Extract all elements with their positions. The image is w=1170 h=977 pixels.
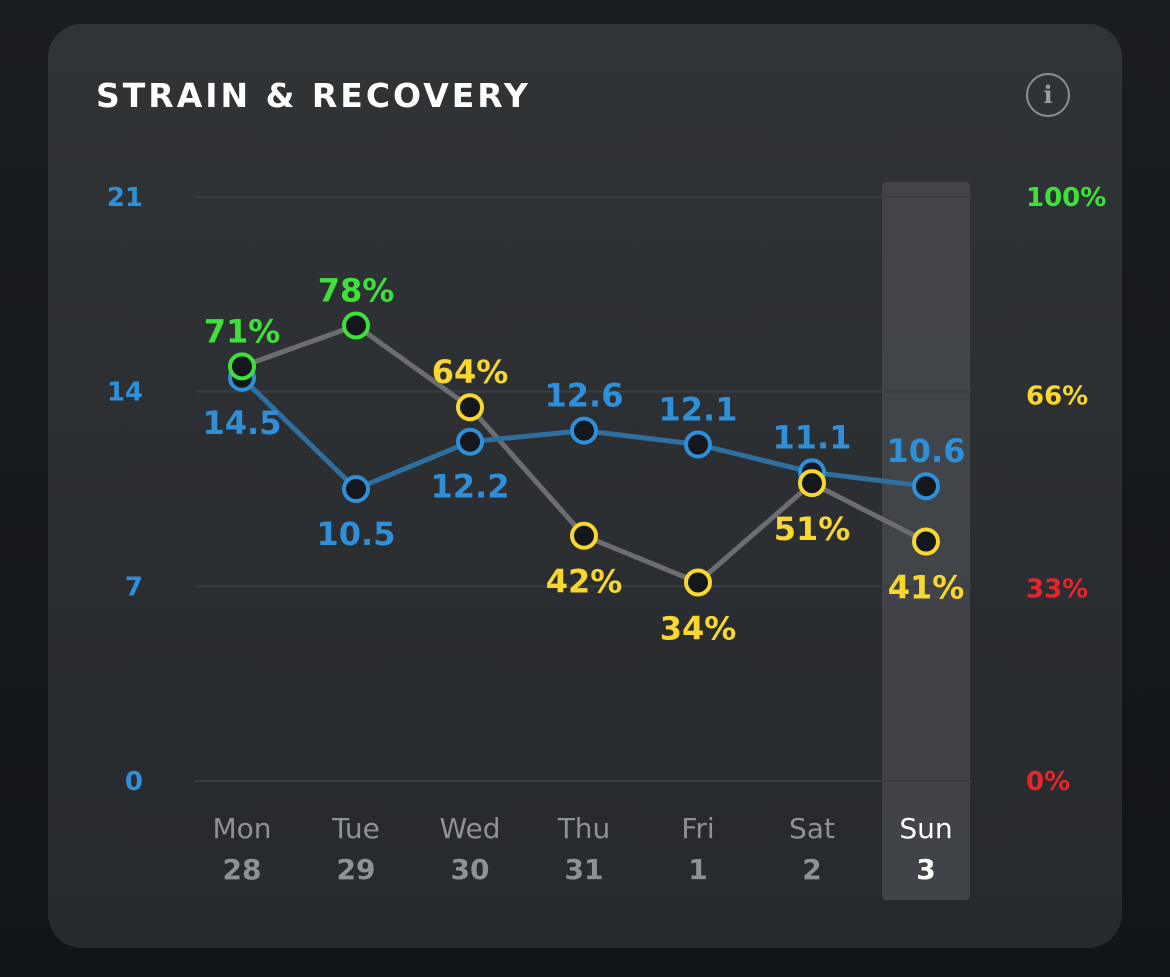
recovery-point [228,352,256,381]
recovery-point [912,527,940,556]
x-label-date: 3 [916,853,935,886]
recovery-label: 64% [432,353,509,391]
right-axis-tick: 100% [1026,183,1106,213]
x-label-day: Sat [789,812,835,845]
right-axis-tick: 66% [1026,382,1088,412]
strain-label: 12.6 [545,377,624,415]
strain-point [684,430,712,459]
recovery-point [570,521,598,550]
recovery-point [456,393,484,422]
strain-point [570,416,598,445]
info-icon[interactable]: i [1026,73,1070,117]
x-label-date: 29 [337,853,376,886]
recovery-point [342,311,370,340]
strain-label: 11.1 [773,418,852,456]
recovery-label: 34% [660,609,737,647]
x-label-day: Fri [681,812,714,845]
x-label-date: 28 [223,853,262,886]
x-label-date: 2 [802,853,821,886]
x-label-day: Mon [212,812,271,845]
strain-label: 10.6 [887,432,966,470]
left-axis-tick: 0 [125,767,143,797]
strain-point [342,475,370,503]
recovery-label: 51% [774,510,851,548]
x-label-day: Tue [331,812,380,845]
x-label-day: Sun [899,812,952,845]
x-label-date: 30 [451,853,490,886]
strain-point [456,427,484,456]
recovery-label: 78% [318,271,395,309]
x-label-day: Wed [439,812,500,845]
recovery-label: 41% [888,569,965,607]
x-label-date: 31 [565,853,604,886]
x-label-day: Thu [557,812,611,845]
strain-label: 10.5 [317,515,396,553]
strain-label: 12.2 [431,468,510,506]
x-label-date: 1 [688,853,707,886]
left-axis-tick: 21 [107,183,143,213]
right-axis-tick: 0% [1026,767,1070,797]
strain-label: 14.5 [203,404,282,442]
strain-label: 12.1 [659,391,738,429]
recovery-label: 71% [204,312,281,350]
left-axis-tick: 14 [107,378,143,408]
strain-point [912,472,940,501]
recovery-label: 42% [546,563,623,601]
recovery-point [684,568,712,597]
card-title: STRAIN & RECOVERY [96,76,531,115]
recovery-point [798,469,826,498]
right-axis-tick: 33% [1026,574,1088,604]
left-axis-tick: 7 [125,572,143,602]
